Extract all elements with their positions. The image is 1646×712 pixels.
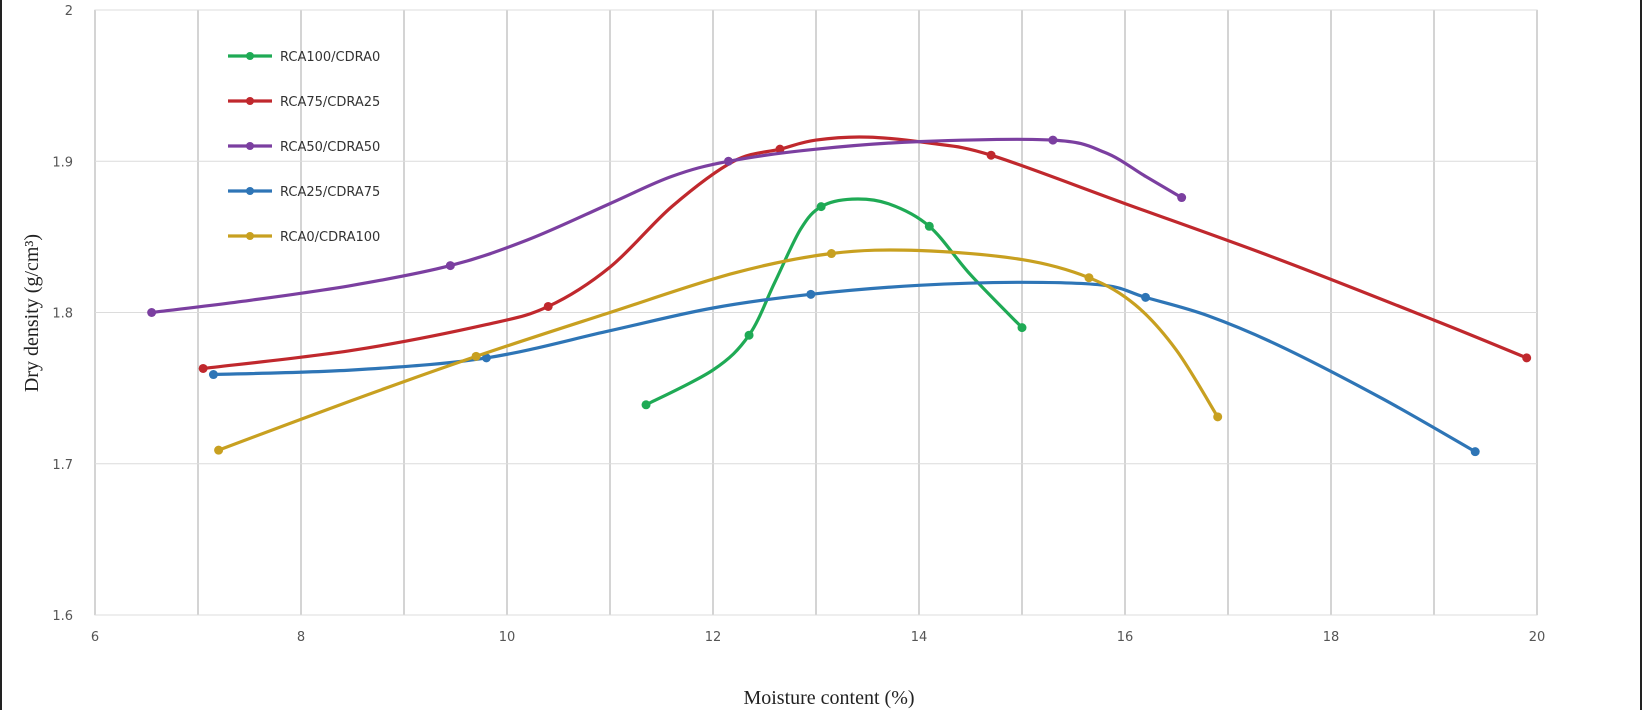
data-point-rca100-cdra0: [744, 330, 754, 340]
series-rca50-cdra50: [147, 135, 1187, 317]
legend-marker: [246, 97, 254, 105]
series-rca75-cdra25: [198, 135, 1532, 373]
series-rca0-cdra100: [214, 248, 1223, 455]
data-point-rca50-cdra50: [445, 261, 455, 271]
y-tick-label: 1.8: [52, 307, 73, 322]
x-tick-label: 14: [911, 630, 928, 645]
y-tick-label: 1.6: [52, 609, 73, 624]
data-point-rca75-cdra25: [986, 150, 996, 160]
data-point-rca50-cdra50: [147, 308, 157, 317]
data-point-rca50-cdra50: [1177, 193, 1187, 203]
legend-marker: [246, 187, 254, 195]
data-point-rca50-cdra50: [1048, 135, 1058, 145]
data-point-rca25-cdra75: [806, 289, 816, 299]
data-point-rca0-cdra100: [1084, 273, 1094, 283]
x-tick-label: 10: [499, 630, 516, 645]
legend-entry-rca75-cdra25: RCA75/CDRA25: [228, 95, 380, 110]
legend-label: RCA75/CDRA25: [280, 95, 380, 110]
data-point-rca75-cdra25: [543, 301, 553, 311]
y-axis-title: Dry density (g/cm³): [21, 234, 43, 392]
series-rca25-cdra75: [208, 280, 1480, 457]
x-tick-label: 6: [91, 630, 99, 645]
y-tick-label: 1.7: [52, 458, 73, 473]
x-axis-title: Moisture content (%): [743, 687, 914, 709]
legend-marker: [246, 142, 254, 150]
legend-label: RCA50/CDRA50: [280, 140, 380, 155]
legend-marker: [246, 232, 254, 240]
series-line-rca25-cdra75: [211, 280, 1477, 454]
legend: RCA100/CDRA0 RCA75/CDRA25 RCA50/CDRA50 RCA2…: [228, 50, 380, 245]
legend-entry-rca100-cdra0: RCA100/CDRA0: [228, 50, 380, 65]
y-tick-label: 2: [65, 4, 73, 19]
x-tick-label: 16: [1117, 630, 1134, 645]
y-tick-label: 1.9: [52, 155, 73, 170]
x-tick-label: 12: [705, 630, 722, 645]
data-point-rca0-cdra100: [1213, 412, 1223, 422]
legend-label: RCA25/CDRA75: [280, 185, 380, 200]
series-line-rca75-cdra25: [201, 135, 1529, 371]
legend-label: RCA100/CDRA0: [280, 50, 380, 65]
x-tick-label: 8: [297, 630, 305, 645]
data-point-rca100-cdra0: [1017, 323, 1027, 333]
series-layer: [147, 135, 1532, 457]
x-tick-label: 18: [1323, 630, 1340, 645]
data-point-rca25-cdra75: [1141, 292, 1151, 302]
data-point-rca50-cdra50: [723, 156, 733, 166]
data-point-rca0-cdra100: [214, 445, 224, 455]
x-tick-label: 20: [1529, 630, 1546, 645]
legend-entry-rca50-cdra50: RCA50/CDRA50: [228, 140, 380, 155]
gridlines: [94, 9, 1538, 616]
data-point-rca100-cdra0: [641, 400, 651, 410]
series-line-rca100-cdra0: [644, 197, 1024, 407]
data-point-rca75-cdra25: [198, 363, 208, 373]
data-point-rca25-cdra75: [208, 370, 218, 380]
data-point-rca100-cdra0: [924, 221, 934, 231]
data-point-rca0-cdra100: [826, 249, 836, 259]
data-point-rca100-cdra0: [816, 202, 826, 212]
legend-label: RCA0/CDRA100: [280, 230, 380, 245]
data-point-rca25-cdra75: [1470, 447, 1480, 457]
series-line-rca50-cdra50: [150, 137, 1184, 315]
legend-entry-rca0-cdra100: RCA0/CDRA100: [228, 230, 380, 245]
data-point-rca25-cdra75: [481, 353, 491, 363]
data-point-rca0-cdra100: [471, 351, 481, 361]
legend-entry-rca25-cdra75: RCA25/CDRA75: [228, 185, 380, 200]
series-rca100-cdra0: [641, 197, 1027, 410]
axes: 6 8 10 12 14 16 18 20 1.6 1.7 1.8 1.9 2: [52, 4, 1545, 645]
legend-marker: [246, 52, 254, 60]
data-point-rca75-cdra25: [1522, 353, 1532, 363]
series-line-rca0-cdra100: [217, 248, 1220, 452]
